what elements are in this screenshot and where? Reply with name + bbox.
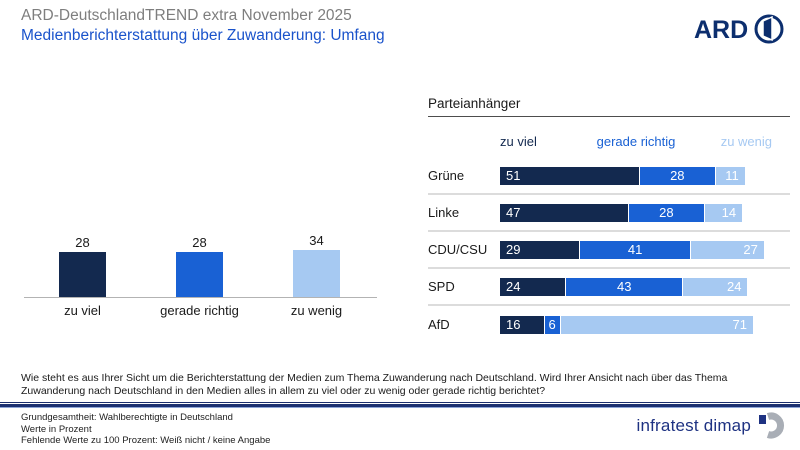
bar-segment: 14 [703,203,743,222]
bar-segment: 24 [500,277,566,296]
panel-title: Parteianhänger [428,96,521,111]
stacked-bar: 24 43 24 [500,277,772,296]
bar-category-label: zu viel [64,303,101,318]
infratest-dimap-logo: infratest dimap [637,412,786,439]
footer-divider [0,402,800,408]
x-axis-baseline [24,297,377,298]
party-label: Grüne [428,168,465,183]
bar-value-label: 28 [75,235,90,250]
party-rows: Grüne 51 28 11 Linke 47 28 14 CDU/CSU 2 [428,158,790,343]
bar-segment: 47 [500,203,628,222]
survey-question-text: Wie steht es aus Ihrer Sicht um die Beri… [21,372,728,397]
ard-logo: ARD [694,10,786,53]
legend-zu-wenig: zu wenig [720,134,773,149]
party-row-cducsu: CDU/CSU 29 41 27 [428,232,790,269]
bar-segment: 28 [627,203,704,222]
panel-title-rule [428,116,790,117]
party-row-afd: AfD 16 6 71 [428,306,790,343]
bar-segment: 16 [500,315,544,334]
bar-group-zu-wenig: 34 zu wenig [291,233,342,318]
bar-segment: 27 [690,240,764,259]
stacked-bar: 16 6 71 [500,315,772,334]
bar [59,252,106,297]
party-supporters-panel: Parteianhänger zu viel gerade richtig zu… [428,96,790,334]
stacked-bar: 47 28 14 [500,203,772,222]
bar-segment: 41 [578,240,691,259]
stacked-bar: 29 41 27 [500,240,772,259]
party-row-spd: SPD 24 43 24 [428,269,790,306]
ard-one-icon: ARD [694,14,784,44]
party-label: AfD [428,317,450,332]
page-title: ARD-DeutschlandTREND extra November 2025 [21,7,352,24]
bar-category-label: gerade richtig [160,303,239,318]
stacked-bar: 51 28 11 [500,166,772,185]
bar-category-label: zu wenig [290,303,343,318]
bar-group-gerade-richtig: 28 gerade richtig [160,234,239,318]
party-row-gruene: Grüne 51 28 11 [428,158,790,195]
legend-row: zu viel gerade richtig zu wenig [500,134,772,149]
footnote-line: Fehlende Werte zu 100 Prozent: Weiß nich… [21,435,271,446]
bar-group-zu-viel: 28 zu viel [59,234,106,318]
infratest-dimap-icon [759,412,784,439]
infratest-dimap-wordmark: infratest dimap [636,415,751,435]
bar-segment: 24 [682,277,748,296]
overall-bar-chart: 28 zu viel 28 gerade richtig 34 zu wenig [24,234,377,324]
footnotes: Grundgesamtheit: Wahlberechtigte in Deut… [21,412,270,447]
bar-segment: 71 [559,315,753,334]
bar-value-label: 28 [192,235,207,250]
bar-segment: 28 [638,166,715,185]
party-row-linke: Linke 47 28 14 [428,195,790,232]
footnote-line: Grundgesamtheit: Wahlberechtigte in Deut… [21,412,233,423]
party-label: CDU/CSU [428,242,488,257]
bar-segment: 11 [714,166,745,185]
footnote-line: Werte in Prozent [21,423,92,435]
bar [176,252,223,297]
bar-segment: 6 [543,315,560,334]
party-label: Linke [428,205,460,220]
legend-gerade-richtig: gerade richtig [596,134,676,149]
svg-text:ARD: ARD [694,16,748,44]
bar-segment: 43 [565,277,683,296]
legend-zu-viel: zu viel [500,134,537,149]
bar [293,250,340,297]
party-label: SPD [428,279,455,294]
bar-segment: 29 [500,240,579,259]
bar-value-label: 34 [309,233,324,248]
bar-segment: 51 [500,166,639,185]
page-subtitle: Medienberichterstattung über Zuwanderung… [21,27,385,44]
